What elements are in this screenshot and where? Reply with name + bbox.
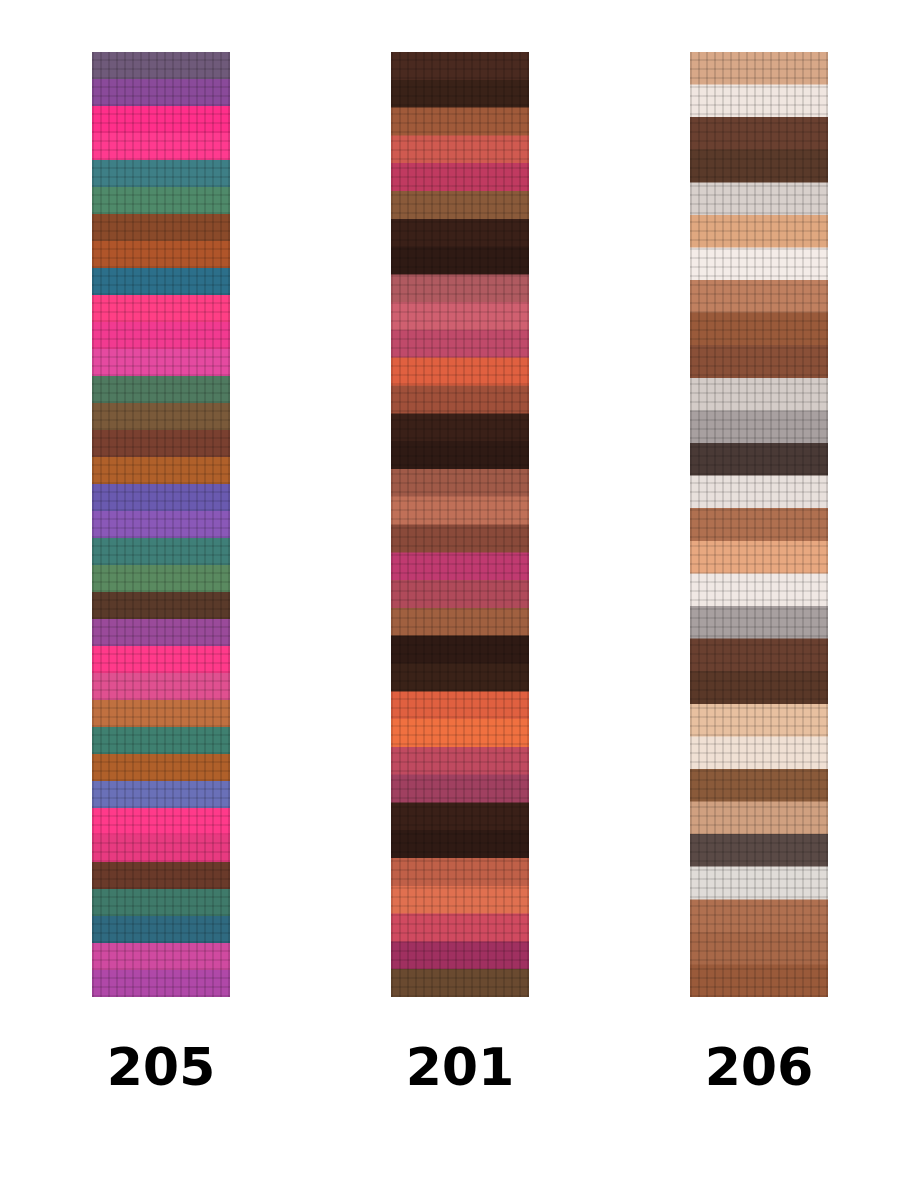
yarn-swatch-205	[92, 52, 230, 997]
swatch-label-201: 201	[405, 1038, 515, 1098]
yarn-swatch-206	[690, 52, 828, 997]
yarn-swatch-201	[391, 52, 529, 997]
swatch-label-205: 205	[106, 1038, 216, 1098]
swatch-label-206: 206	[704, 1038, 814, 1098]
